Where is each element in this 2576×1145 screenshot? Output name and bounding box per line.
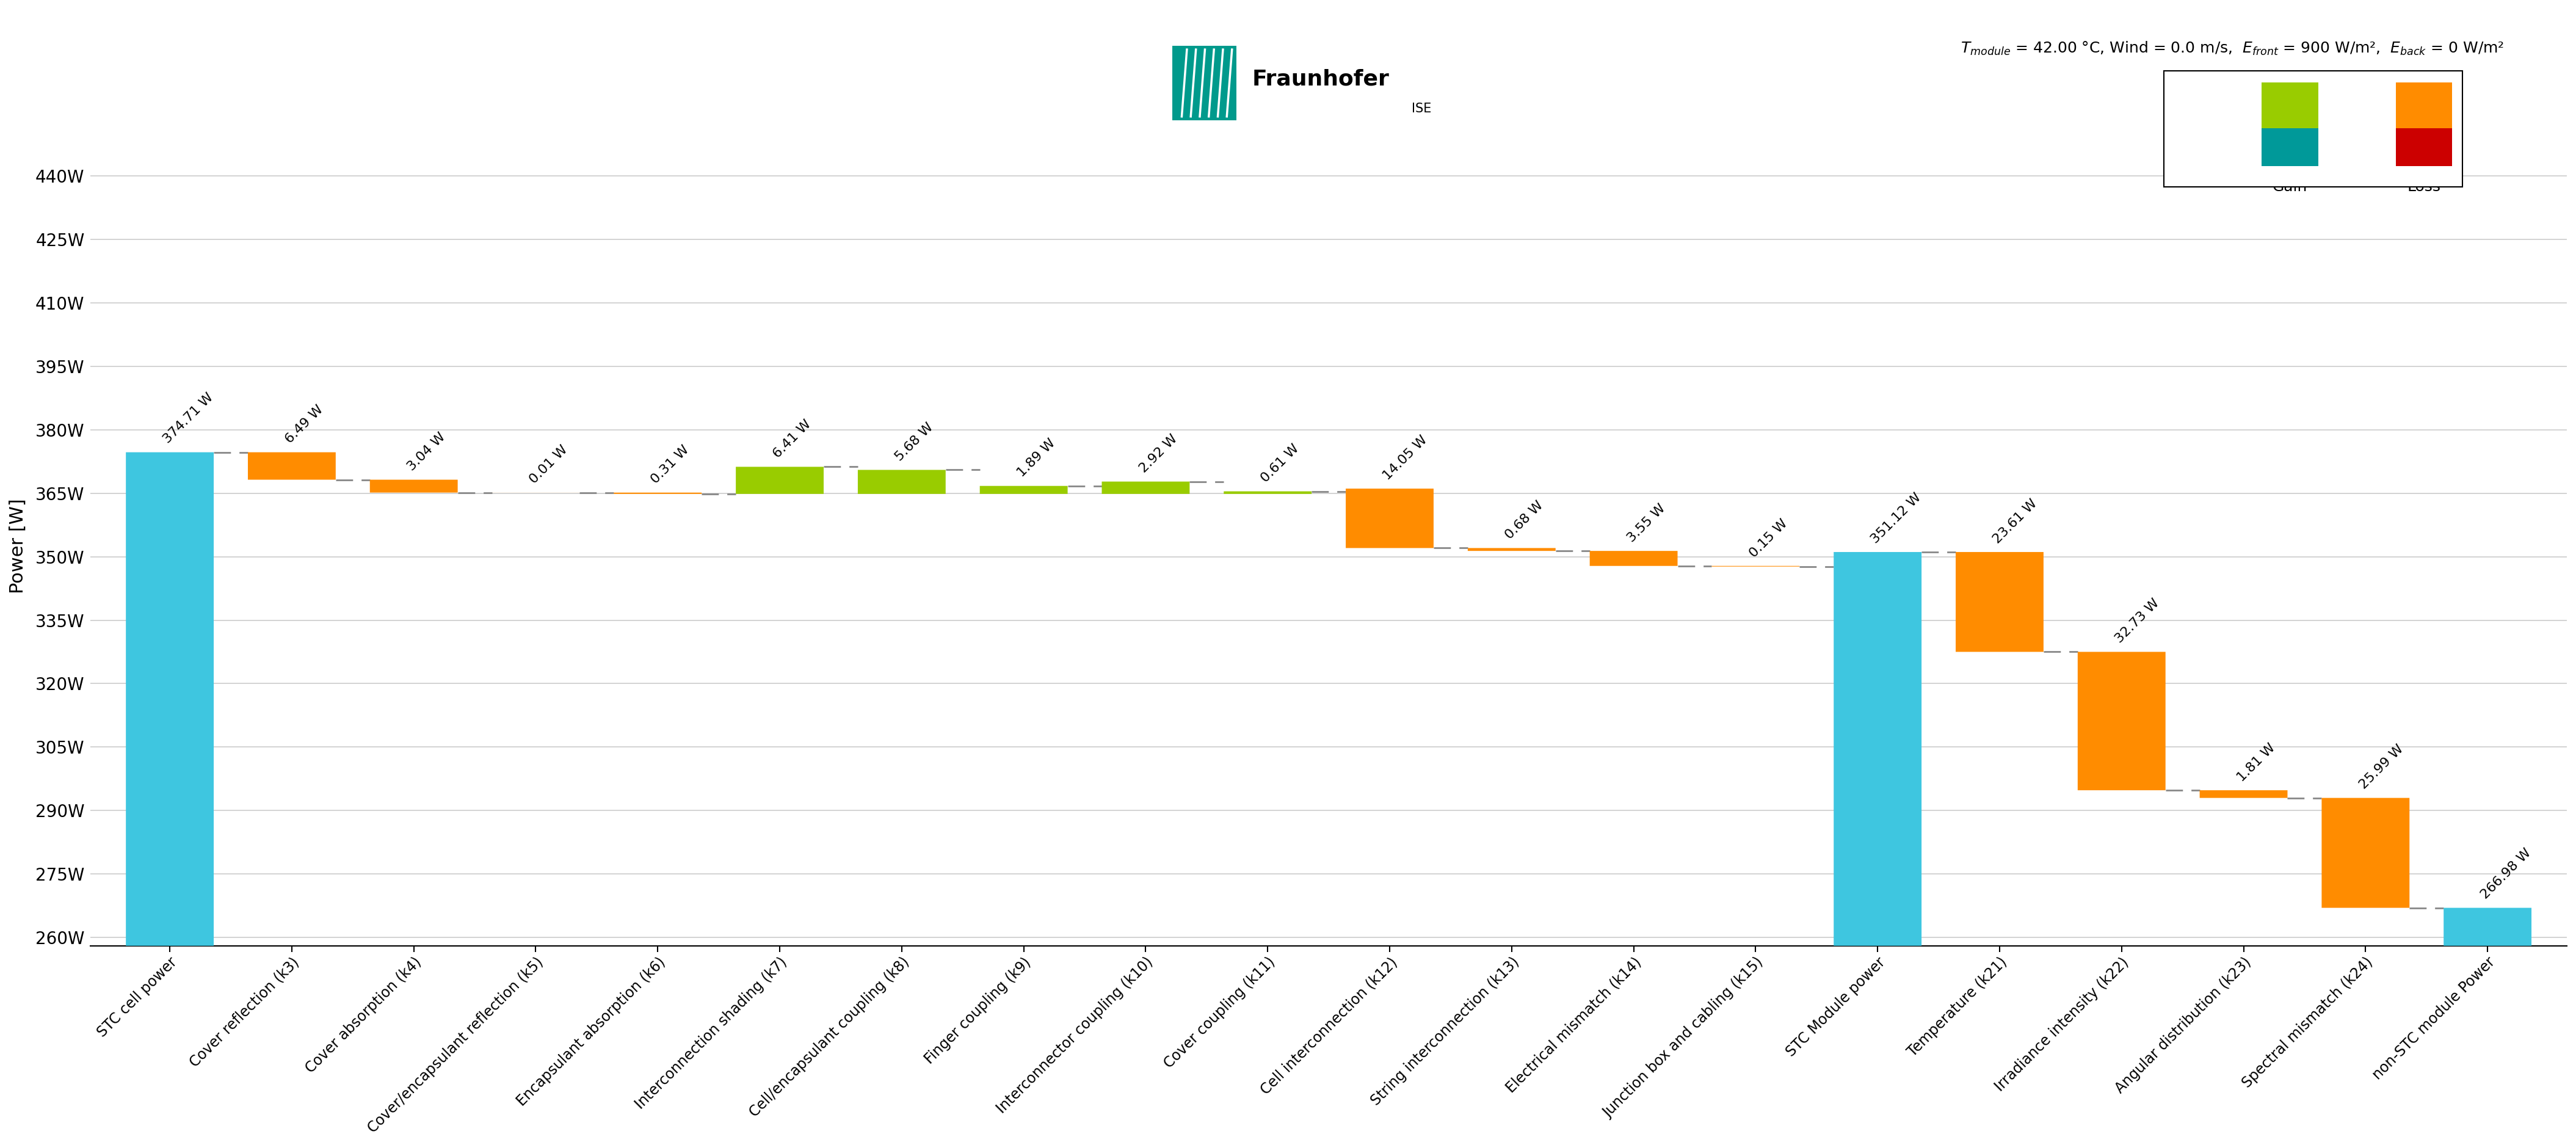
Bar (2445, 908, 2532, 946)
Bar (126, 452, 214, 946)
Text: 25.99 W: 25.99 W (2357, 743, 2406, 791)
Text: 374.71 W: 374.71 W (162, 392, 216, 445)
Text: Front: Front (2215, 98, 2254, 112)
Text: Fraunhofer: Fraunhofer (1252, 69, 1388, 89)
Text: 0.31 W: 0.31 W (649, 443, 693, 487)
Bar (613, 492, 701, 493)
Text: Loss: Loss (2406, 180, 2442, 195)
Text: 351.12 W: 351.12 W (1870, 491, 1924, 546)
Bar (1955, 552, 2043, 652)
Text: 5.68 W: 5.68 W (894, 421, 935, 464)
Text: Gain: Gain (2272, 180, 2308, 195)
Text: 6.49 W: 6.49 W (283, 403, 325, 445)
Text: 1.89 W: 1.89 W (1015, 437, 1059, 480)
Bar (247, 452, 335, 480)
Text: 0.15 W: 0.15 W (1747, 516, 1790, 560)
Bar (1468, 548, 1556, 551)
Text: 0.01 W: 0.01 W (528, 443, 569, 487)
Bar (2321, 798, 2409, 908)
Text: 23.61 W: 23.61 W (1991, 497, 2040, 546)
Bar (371, 480, 459, 492)
Text: 6.41 W: 6.41 W (770, 418, 814, 460)
Text: 3.04 W: 3.04 W (404, 431, 448, 473)
Text: 266.98 W: 266.98 W (2478, 847, 2535, 901)
Bar (979, 485, 1066, 493)
Bar (1834, 552, 1922, 946)
Text: 1.81 W: 1.81 W (2236, 741, 2277, 784)
Text: ISE: ISE (1412, 102, 1432, 115)
Bar (1589, 551, 1677, 566)
Bar (1345, 489, 1435, 548)
Text: 0.68 W: 0.68 W (1502, 499, 1546, 542)
Bar (858, 469, 945, 493)
Bar (2079, 652, 2166, 790)
Text: Back: Back (2218, 140, 2254, 155)
Bar (737, 467, 824, 493)
Text: 14.05 W: 14.05 W (1381, 434, 1430, 482)
Bar (2200, 790, 2287, 798)
Text: 0.61 W: 0.61 W (1260, 442, 1301, 485)
Y-axis label: Power [W]: Power [W] (10, 498, 26, 594)
Bar (1103, 482, 1190, 493)
Bar (1224, 491, 1311, 493)
Text: 32.73 W: 32.73 W (2112, 597, 2161, 646)
Text: 2.92 W: 2.92 W (1136, 433, 1180, 475)
Text: 3.55 W: 3.55 W (1625, 502, 1667, 545)
Text: $T_{module}$ = 42.00 °C, Wind = 0.0 m/s,  $E_{front}$ = 900 W/m²,  $E_{back}$ = : $T_{module}$ = 42.00 °C, Wind = 0.0 m/s,… (1960, 40, 2504, 57)
